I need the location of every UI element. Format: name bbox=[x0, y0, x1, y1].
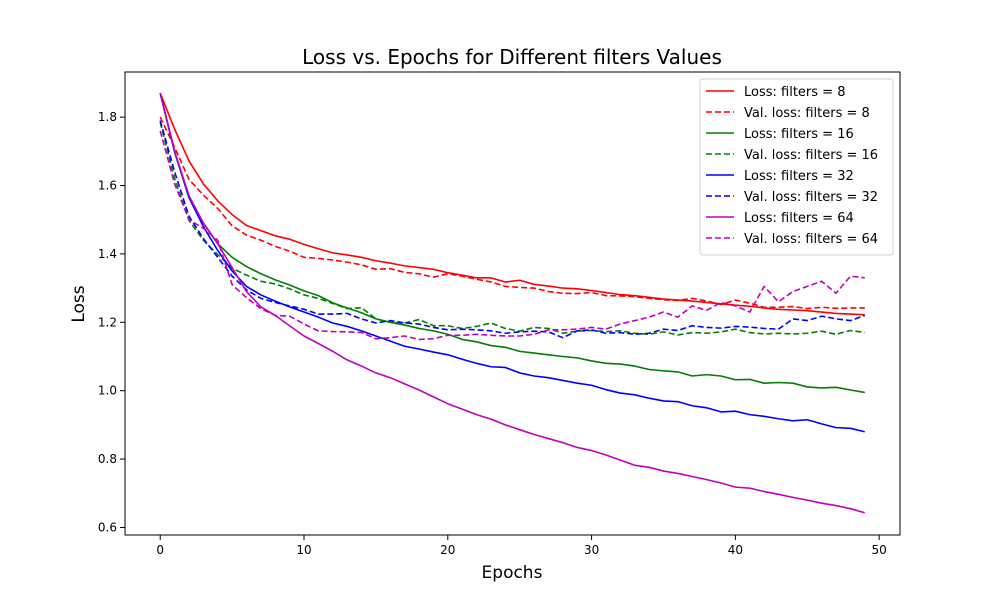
x-tick-label: 30 bbox=[584, 543, 599, 557]
series-line-2 bbox=[159, 93, 865, 394]
y-tick-label: 0.8 bbox=[98, 452, 117, 466]
x-axis: 0 10 20 30 40 50 bbox=[156, 535, 887, 557]
x-tick-label: 40 bbox=[728, 543, 743, 557]
y-axis-label: Loss bbox=[69, 285, 89, 322]
series-line-6 bbox=[159, 93, 865, 514]
legend-entry-6: Loss: filters = 64 bbox=[744, 211, 854, 226]
series-line-0 bbox=[159, 92, 865, 316]
y-axis: 0.6 0.8 1.0 1.2 1.4 1.6 1.8 bbox=[98, 110, 125, 534]
legend-entry-5: Val. loss: filters = 32 bbox=[744, 190, 878, 205]
series-line-1 bbox=[159, 116, 865, 310]
legend-entry-7: Val. loss: filters = 64 bbox=[744, 232, 878, 247]
legend-box bbox=[699, 78, 894, 256]
legend-entry-3: Val. loss: filters = 16 bbox=[744, 148, 878, 163]
legend: Loss: filters = 8 Val. loss: filters = 8 L… bbox=[699, 78, 894, 256]
x-tick-label: 20 bbox=[440, 543, 455, 557]
y-tick-label: 0.6 bbox=[98, 520, 117, 534]
y-tick-label: 1.6 bbox=[98, 179, 117, 193]
x-axis-label: Epochs bbox=[482, 563, 543, 583]
legend-entry-4: Loss: filters = 32 bbox=[744, 169, 854, 184]
series-line-5 bbox=[159, 120, 866, 339]
y-tick-label: 1.8 bbox=[98, 110, 117, 124]
x-tick-label: 10 bbox=[296, 543, 311, 557]
legend-entry-0: Loss: filters = 8 bbox=[744, 85, 845, 100]
legend-entry-1: Val. loss: filters = 8 bbox=[744, 106, 870, 121]
series-line-3 bbox=[159, 122, 865, 336]
plot-frame bbox=[124, 71, 901, 536]
y-tick-label: 1.4 bbox=[98, 247, 117, 261]
x-tick-label: 50 bbox=[872, 543, 887, 557]
x-tick-label: 0 bbox=[156, 543, 164, 557]
series-lines bbox=[159, 92, 866, 514]
legend-entry-2: Loss: filters = 16 bbox=[744, 127, 854, 142]
series-line-4 bbox=[159, 93, 865, 433]
series-line-7 bbox=[159, 130, 865, 341]
y-tick-label: 1.0 bbox=[98, 384, 117, 398]
chart-title: Loss vs. Epochs for Different filters Va… bbox=[302, 45, 722, 69]
y-tick-label: 1.2 bbox=[98, 315, 117, 329]
